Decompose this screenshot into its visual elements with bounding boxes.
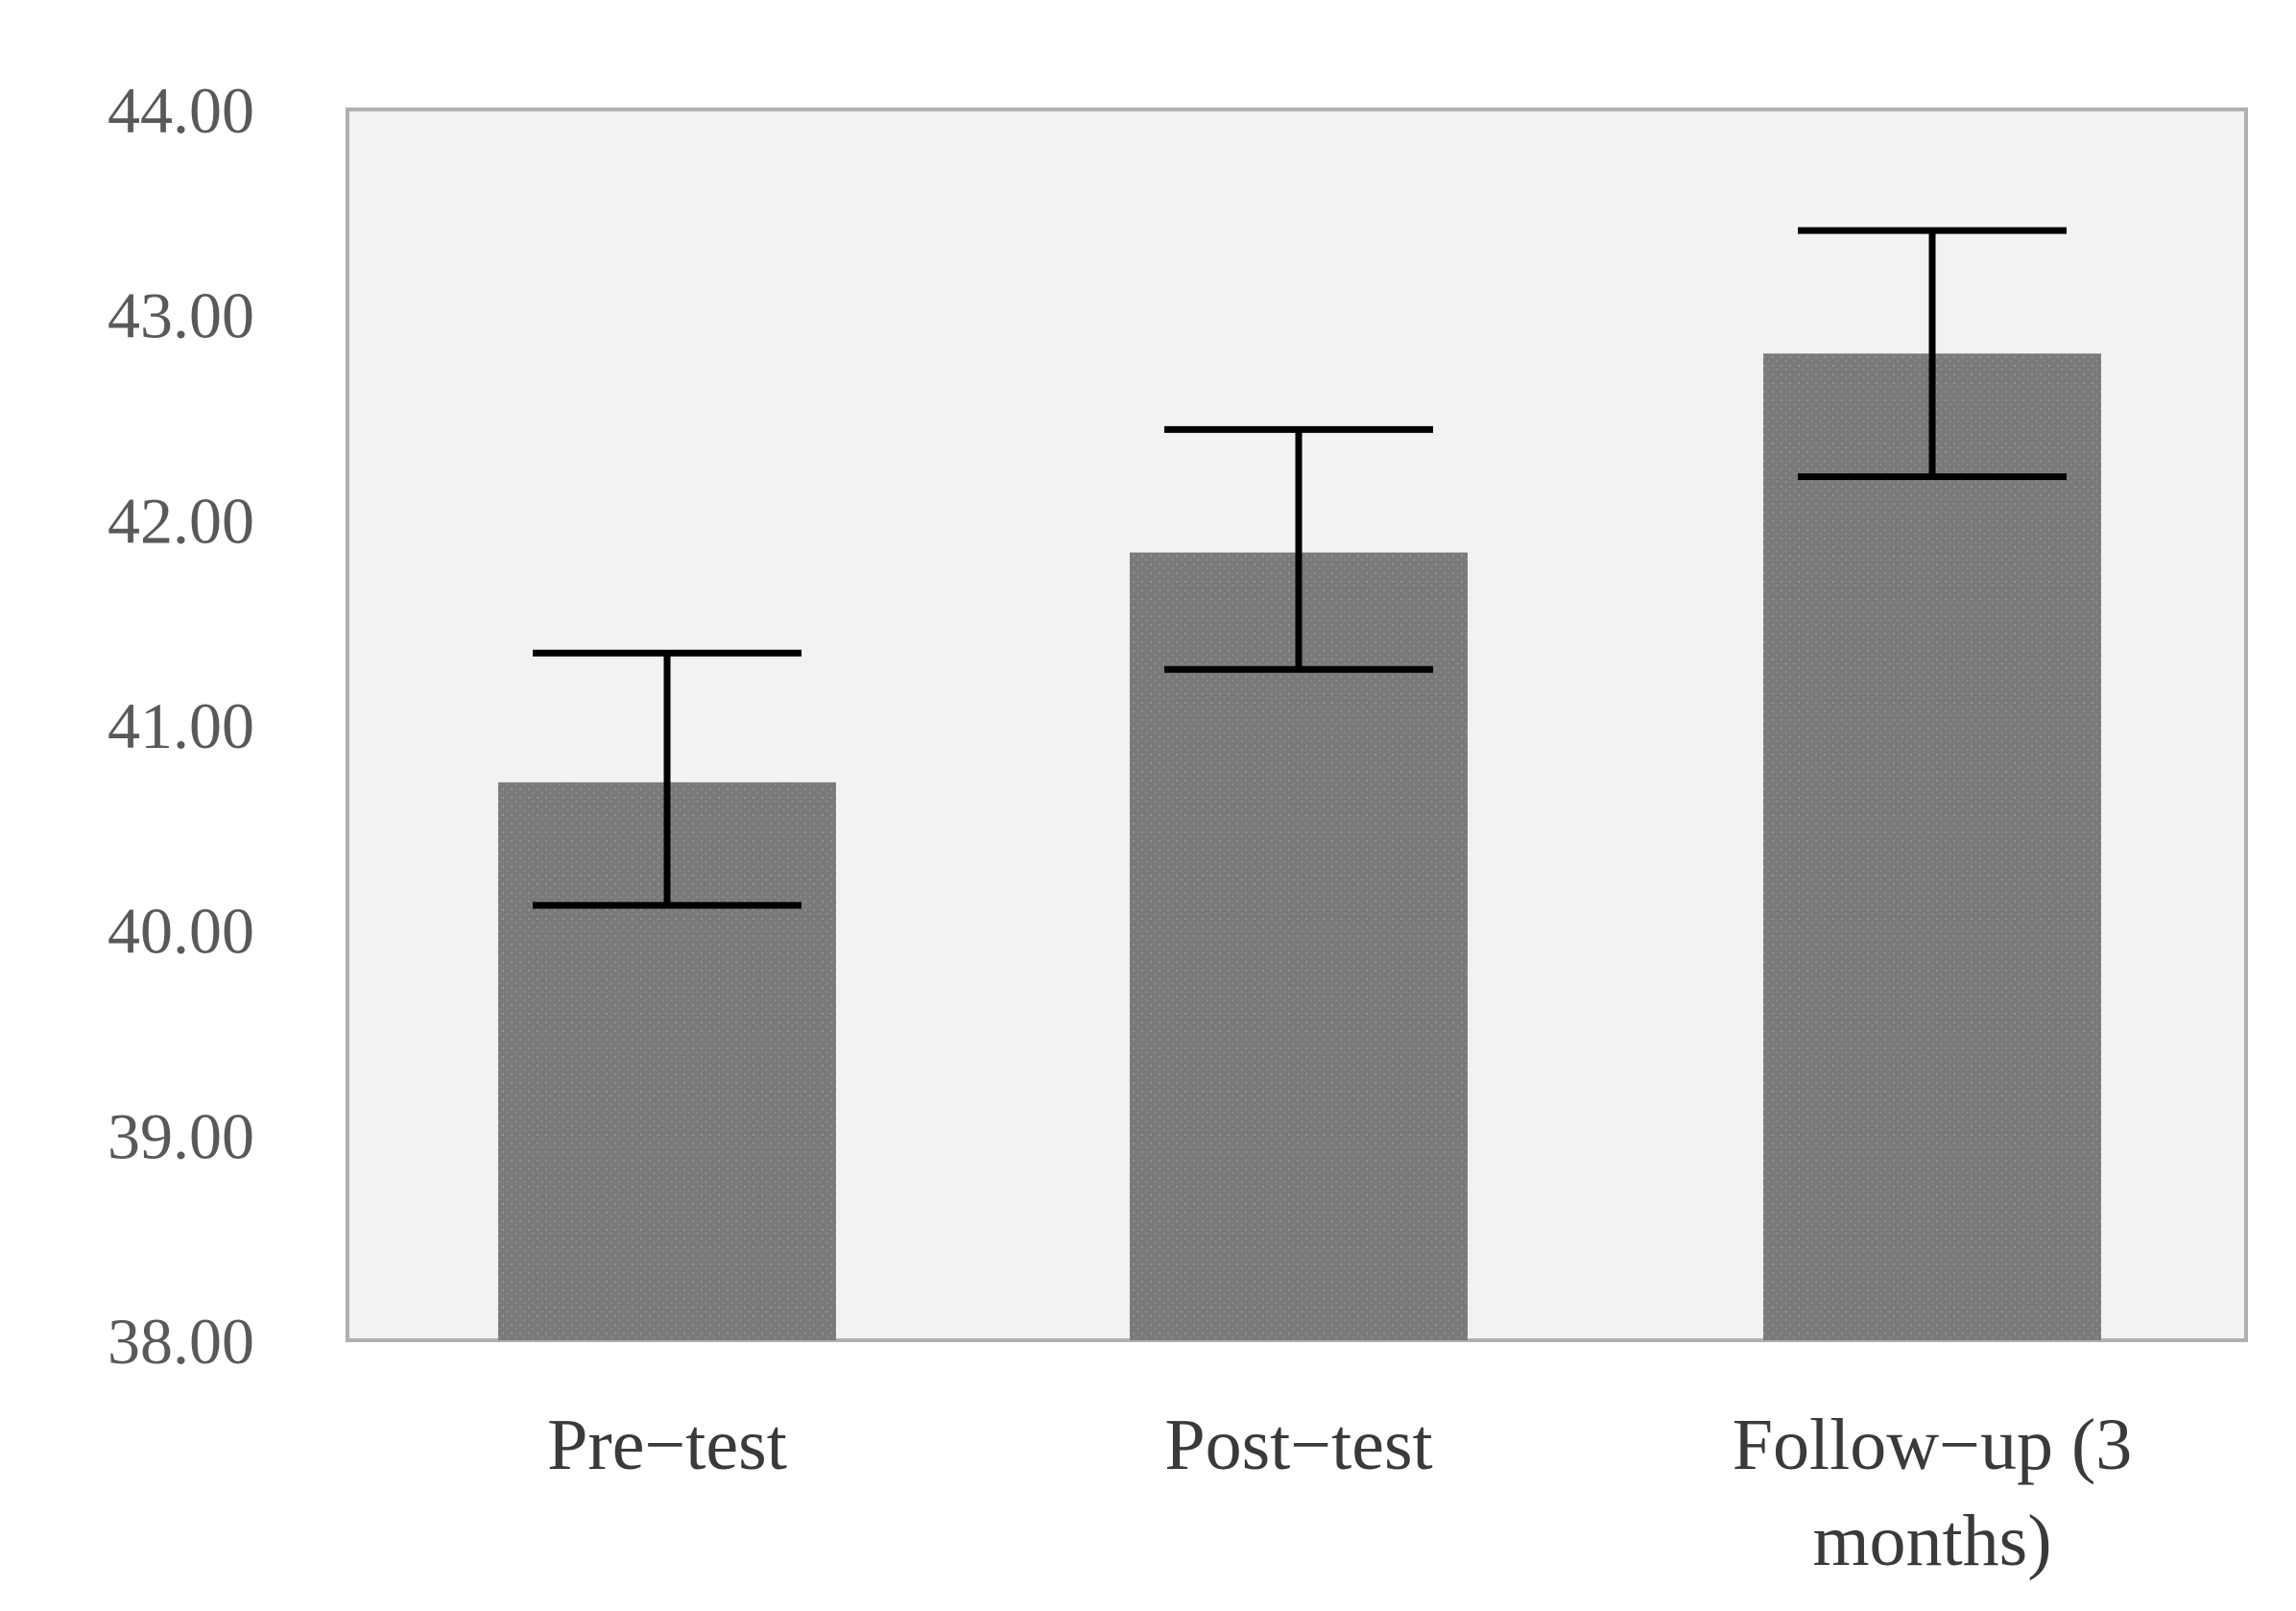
y-tick-label: 40.00 [108, 895, 254, 968]
x-axis-category-labels: Pre−test Post−test Follow−up (3 months) [547, 1405, 2132, 1581]
bar-texture [1130, 552, 1468, 1340]
y-tick-label: 41.00 [108, 689, 254, 762]
bars [498, 353, 2101, 1341]
x-category-label-line: months) [1812, 1501, 2051, 1581]
x-category-label-line: Post−test [1164, 1405, 1432, 1485]
x-category-label-line: Pre−test [547, 1405, 787, 1485]
y-tick-label: 43.00 [108, 279, 254, 352]
x-category-label-line: Follow−up (3 [1733, 1405, 2133, 1485]
y-axis-tick-labels: 38.00 39.00 40.00 41.00 42.00 43.00 44.00 [108, 74, 254, 1378]
bar-texture [1763, 353, 2101, 1341]
y-tick-label: 38.00 [108, 1305, 254, 1378]
x-category-label: Post−test [1164, 1405, 1432, 1485]
y-tick-label: 39.00 [108, 1099, 254, 1172]
x-category-label: Follow−up (3 months) [1733, 1405, 2133, 1581]
y-tick-label: 44.00 [108, 74, 254, 147]
x-category-label: Pre−test [547, 1405, 787, 1485]
error-bars [533, 227, 2067, 909]
y-tick-label: 42.00 [108, 484, 254, 557]
